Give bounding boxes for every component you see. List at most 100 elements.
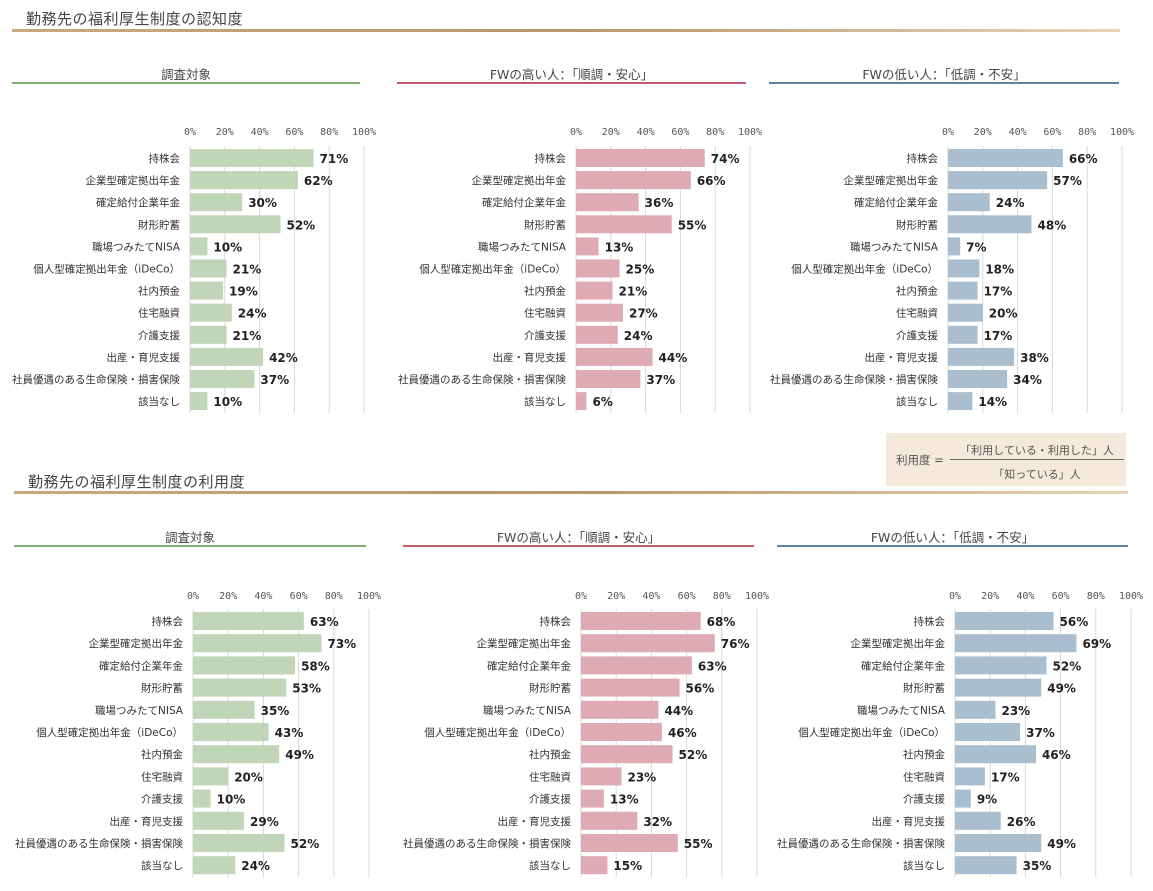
value-label: 23%	[1001, 704, 1030, 718]
bar	[193, 678, 287, 697]
bar	[193, 656, 296, 675]
bar	[948, 193, 990, 212]
category-label: 個人型確定拠出年金（iDeCo）	[424, 726, 571, 739]
category-label: 社員優遇のある生命保険・損害保険	[403, 837, 571, 850]
tick-label: 0%	[187, 591, 199, 602]
formula-fraction-line	[950, 459, 1124, 460]
tick-label: 40%	[254, 591, 272, 602]
category-label: 企業型確定拠出年金	[86, 174, 181, 187]
value-label: 17%	[991, 770, 1020, 784]
tick-label: 40%	[642, 591, 660, 602]
bar	[576, 259, 620, 278]
bar	[955, 745, 1036, 764]
value-label: 35%	[1023, 859, 1052, 873]
category-label: 社員優遇のある生命保険・損害保険	[777, 837, 945, 850]
bar	[193, 856, 236, 875]
value-label: 52%	[286, 218, 315, 232]
value-label: 24%	[238, 307, 267, 321]
bar	[576, 237, 599, 256]
bar	[193, 745, 280, 764]
tick-label: 100%	[352, 127, 376, 138]
value-label: 24%	[624, 329, 653, 343]
tick-label: 40%	[637, 127, 655, 138]
category-label: 出産・育児支援	[872, 815, 946, 828]
tick-label: 80%	[320, 127, 338, 138]
tick-label: 60%	[1052, 591, 1070, 602]
category-label: 職場つみたてNISA	[857, 704, 946, 717]
category-label: 住宅融資	[896, 307, 938, 320]
formula-numerator: 「利用している・利用した」人	[960, 444, 1114, 457]
tick-label: 100%	[1119, 591, 1143, 602]
value-label: 20%	[989, 307, 1018, 321]
panel-title: FWの高い人：「順調・安心」	[489, 67, 654, 82]
bar	[948, 215, 1032, 234]
tick-label: 80%	[713, 591, 731, 602]
value-label: 74%	[711, 152, 740, 166]
value-label: 18%	[985, 263, 1014, 277]
tick-label: 20%	[974, 127, 992, 138]
tick-label: 60%	[671, 127, 689, 138]
panel-title: FWの低い人：「低調・不安」	[870, 530, 1035, 545]
value-label: 71%	[320, 152, 349, 166]
bar	[576, 149, 705, 167]
category-label: 該当なし	[896, 395, 938, 408]
value-label: 24%	[241, 859, 270, 873]
category-label: 出産・育児支援	[493, 351, 567, 364]
bar	[193, 634, 322, 653]
category-label: 職場つみたてNISA	[92, 240, 181, 253]
panel-rule	[397, 82, 746, 84]
category-label: 個人型確定拠出年金（iDeCo）	[419, 263, 566, 276]
value-label: 25%	[626, 263, 655, 277]
value-label: 73%	[327, 637, 356, 651]
value-label: 58%	[301, 659, 330, 673]
tick-label: 100%	[745, 591, 769, 602]
bar	[576, 215, 672, 234]
tick-label: 80%	[706, 127, 724, 138]
bar	[955, 834, 1042, 852]
value-label: 35%	[261, 704, 290, 718]
category-label: 企業型確定拠出年金	[844, 174, 939, 187]
bar	[576, 303, 623, 322]
value-label: 49%	[1047, 682, 1076, 696]
category-label: 財形貯蓄	[529, 682, 571, 695]
category-label: 職場つみたてNISA	[483, 704, 572, 717]
bar	[576, 370, 641, 388]
value-label: 76%	[721, 637, 750, 651]
value-label: 10%	[213, 395, 242, 409]
tick-label: 20%	[981, 591, 999, 602]
tick-label: 80%	[325, 591, 343, 602]
tick-label: 60%	[1043, 127, 1061, 138]
tick-label: 80%	[1078, 127, 1096, 138]
category-label: 介護支援	[896, 329, 938, 342]
category-label: 財形貯蓄	[138, 218, 180, 231]
value-label: 57%	[1053, 174, 1082, 188]
category-label: 財形貯蓄	[524, 218, 566, 231]
tick-label: 0%	[570, 127, 582, 138]
category-label: 持株会	[907, 152, 939, 165]
bar	[190, 281, 224, 300]
value-label: 19%	[229, 285, 258, 299]
bar	[581, 811, 638, 830]
bar	[581, 767, 622, 786]
panel-rule	[403, 545, 754, 547]
panel-title: 調査対象	[164, 530, 215, 545]
value-label: 13%	[605, 240, 634, 254]
category-label: 職場つみたてNISA	[95, 704, 184, 717]
tick-label: 60%	[678, 591, 696, 602]
category-label: 確定給付企業年金	[487, 659, 571, 672]
formula-box: 利用度 = 「利用している・利用した」人 「知っている」人	[886, 433, 1126, 486]
category-label: 財形貯蓄	[896, 218, 938, 231]
category-label: 持株会	[149, 152, 181, 165]
section-rule-usage	[14, 491, 1128, 494]
value-label: 15%	[613, 859, 642, 873]
value-label: 52%	[291, 837, 320, 851]
bar	[955, 856, 1017, 875]
panel-rule	[12, 82, 360, 84]
bar	[955, 612, 1054, 630]
value-label: 37%	[260, 373, 289, 387]
category-label: 社内預金	[896, 285, 938, 298]
value-label: 10%	[213, 240, 242, 254]
bar	[193, 789, 211, 808]
category-label: 社員優遇のある生命保険・損害保険	[12, 373, 180, 386]
